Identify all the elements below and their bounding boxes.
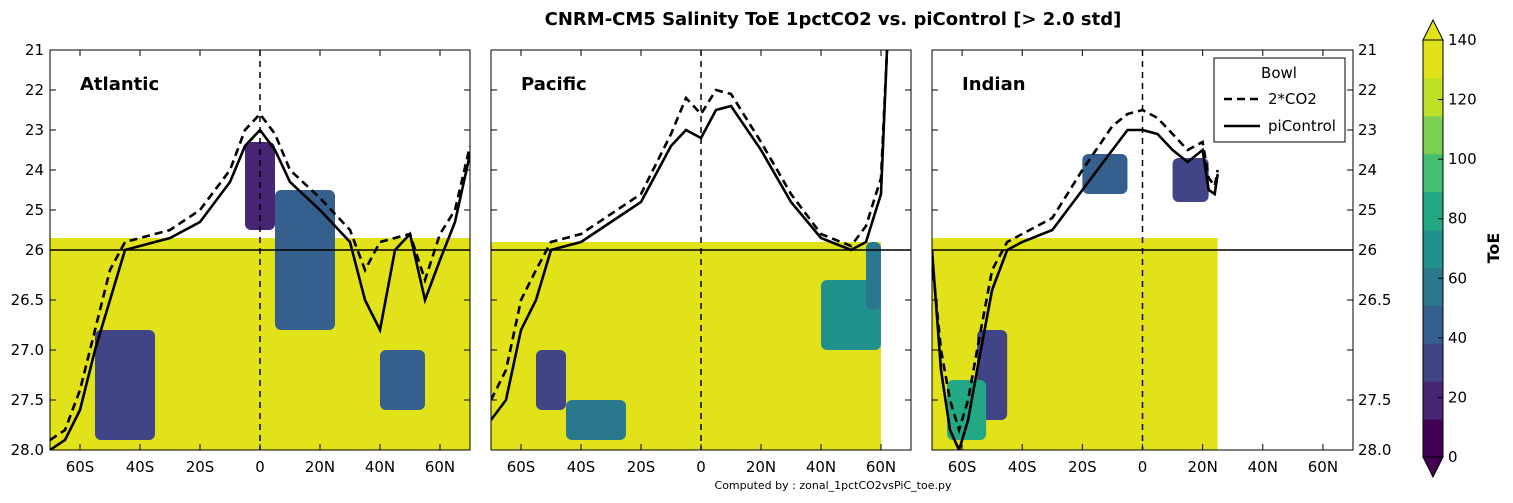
x-tick-label: 20S xyxy=(627,458,656,476)
x-tick-label: 60S xyxy=(948,458,977,476)
toe-patch xyxy=(95,330,155,440)
y-tick-label: 26 xyxy=(25,241,44,259)
panel-label: Atlantic xyxy=(80,74,159,95)
colorbar-segment xyxy=(1423,153,1443,193)
colorbar-label: ToE xyxy=(1484,233,1503,264)
x-tick-label: 60N xyxy=(425,458,455,476)
panel-pacific: Pacific 60S 40S 20S 0 20N 40N 60N xyxy=(490,49,912,476)
x-tick-label: 0 xyxy=(696,458,706,476)
legend-entry-label: 2*CO2 xyxy=(1268,90,1317,108)
toe-patch xyxy=(491,242,881,450)
toe-patch xyxy=(866,242,881,310)
x-tick-label: 0 xyxy=(1138,458,1148,476)
y-tick-label: 25 xyxy=(25,201,44,219)
toe-patch xyxy=(275,190,335,330)
y-tick-label-right: 24 xyxy=(1358,161,1377,179)
x-tick-label: 40S xyxy=(1008,458,1037,476)
colorbar-extend-bottom xyxy=(1422,456,1444,479)
colorbar-segment xyxy=(1423,40,1443,79)
x-tick-label: 60S xyxy=(507,458,536,476)
x-tick-label: 20S xyxy=(186,458,215,476)
colorbar-segment xyxy=(1423,305,1443,344)
y-tick-label-right: 28.0 xyxy=(1358,441,1391,459)
y-tick-label: 28.0 xyxy=(11,441,44,459)
panel-atlantic: Atlantic 60S 40S 20S 0 20N 40N 60N 21 22 23 24 25 26 2… xyxy=(11,41,471,476)
colorbar-segment xyxy=(1423,267,1443,306)
legend-title: Bowl xyxy=(1261,64,1297,82)
y-tick-label-right: 26 xyxy=(1358,241,1377,259)
y-tick-label-right: 21 xyxy=(1358,41,1377,59)
x-tick-label: 20N xyxy=(305,458,335,476)
x-tick-label: 20S xyxy=(1068,458,1097,476)
x-tick-label: 60S xyxy=(66,458,95,476)
footer-note: Computed by : zonal_1pctCO2vsPiC_toe.py xyxy=(715,479,952,492)
y-tick-label-right: 22 xyxy=(1358,81,1377,99)
colorbar-segment xyxy=(1423,77,1443,117)
panels: Atlantic 60S 40S 20S 0 20N 40N 60N 21 22 23 24 25 26 2… xyxy=(11,41,1392,476)
colorbar-tick-label: 40 xyxy=(1448,329,1467,347)
figure-title: CNRM-CM5 Salinity ToE 1pctCO2 vs. piCont… xyxy=(545,9,1122,30)
y-tick-label: 27.5 xyxy=(11,391,44,409)
colorbar-tick-label: 20 xyxy=(1448,388,1467,406)
x-tick-label: 40N xyxy=(365,458,395,476)
x-tick-label: 60N xyxy=(866,458,896,476)
y-tick-label: 22 xyxy=(25,81,44,99)
colorbar-segment xyxy=(1423,343,1443,382)
colorbar-segment xyxy=(1423,381,1443,420)
toe-patch xyxy=(380,350,425,410)
y-tick-label-right: 25 xyxy=(1358,201,1377,219)
y-tick-label: 24 xyxy=(25,161,44,179)
colorbar-tick-label: 0 xyxy=(1448,448,1458,466)
legend-box xyxy=(1213,57,1346,143)
x-tick-label: 40S xyxy=(567,458,596,476)
colorbar-tick-label: 100 xyxy=(1448,150,1477,168)
toe-patch xyxy=(1172,158,1209,202)
colorbar-segment xyxy=(1423,115,1443,155)
legend: Bowl 2*CO2 piControl xyxy=(1213,57,1346,143)
colorbar-tick-label: 140 xyxy=(1448,31,1477,49)
co2-bowl-line xyxy=(491,50,889,401)
colorbar-tick-label: 120 xyxy=(1448,91,1477,109)
legend-entry-label: piControl xyxy=(1268,117,1336,135)
x-tick-label: 0 xyxy=(255,458,265,476)
x-tick-label: 20N xyxy=(746,458,776,476)
colorbar-extend-top xyxy=(1422,18,1444,41)
picontrol-bowl-line xyxy=(932,128,1219,450)
colorbar: 0 20 40 60 80 100 120 140 ToE xyxy=(1422,18,1503,479)
x-tick-label: 40N xyxy=(806,458,836,476)
y-tick-label-right: 26.5 xyxy=(1358,291,1391,309)
x-tick-label: 20N xyxy=(1187,458,1217,476)
y-tick-label: 27.0 xyxy=(11,341,44,359)
x-tick-label: 40S xyxy=(126,458,155,476)
picontrol-bowl-line xyxy=(50,127,470,450)
x-tick-label: 40N xyxy=(1248,458,1278,476)
colorbar-tick-label: 80 xyxy=(1448,210,1467,228)
colorbar-tick-label: 60 xyxy=(1448,269,1467,287)
panel-label: Indian xyxy=(962,74,1026,95)
panel-indian: Indian 60S 40S 20S 0 20N 40N 60N 21 22 23 24 25 26 26.… xyxy=(931,41,1391,476)
toe-patch xyxy=(947,380,987,440)
y-tick-label-right: 27.5 xyxy=(1358,391,1391,409)
colorbar-segment xyxy=(1423,191,1443,231)
picontrol-bowl-line xyxy=(491,50,889,421)
colorbar-segment xyxy=(1423,229,1443,268)
panel-label: Pacific xyxy=(521,74,587,95)
toe-patch xyxy=(566,400,626,440)
toe-patch xyxy=(1082,154,1128,194)
colorbar-frame xyxy=(1422,39,1444,458)
colorbar-segment xyxy=(1423,419,1443,458)
toe-patch xyxy=(536,350,566,410)
y-tick-label-right: 23 xyxy=(1358,121,1377,139)
y-tick-label: 21 xyxy=(25,41,44,59)
y-tick-label: 26.5 xyxy=(11,291,44,309)
y-tick-label: 23 xyxy=(25,121,44,139)
co2-bowl-line xyxy=(932,108,1219,435)
x-tick-label: 60N xyxy=(1308,458,1338,476)
